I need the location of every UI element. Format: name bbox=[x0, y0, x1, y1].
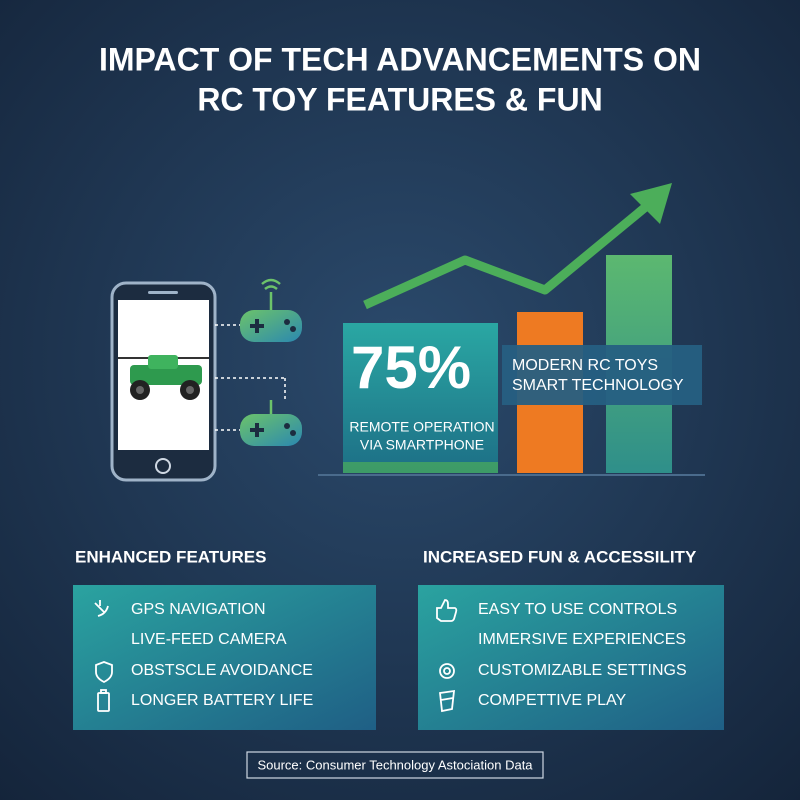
list-item: EASY TO USE CONTROLS bbox=[478, 601, 677, 618]
trend-arrow bbox=[363, 183, 672, 310]
controller-icon bbox=[240, 278, 302, 342]
list-item: GPS NAVIGATION bbox=[131, 601, 266, 618]
icons bbox=[94, 599, 458, 713]
stat-value: 75% bbox=[351, 334, 471, 401]
list-item: OBSTSCLE AVOIDANCE bbox=[131, 662, 313, 679]
title-line: IMPACT OF TECH ADVANCEMENTS ON bbox=[99, 41, 701, 77]
bar-base bbox=[343, 462, 498, 473]
controller-icon bbox=[240, 400, 302, 446]
list-item: LIVE-FEED CAMERA bbox=[131, 631, 287, 648]
title-line: RC TOY FEATURES & FUN bbox=[197, 81, 602, 117]
section-title: ENHANCED FEATURES bbox=[75, 547, 266, 566]
connection-lines bbox=[215, 324, 286, 431]
list-item: IMMERSIVE EXPERIENCES bbox=[478, 631, 686, 648]
list-item: CUSTOMIZABLE SETTINGS bbox=[478, 662, 687, 679]
source-box bbox=[246, 751, 544, 779]
stat-caption: REMOTE OPERATION bbox=[349, 419, 494, 435]
source: Source: Consumer Technology Astociation … bbox=[257, 757, 533, 772]
callout-text: SMART TECHNOLOGY bbox=[512, 377, 684, 394]
list-item: LONGER BATTERY LIFE bbox=[131, 692, 313, 709]
fun-panel bbox=[418, 585, 724, 730]
list-item: COMPETTIVE PLAY bbox=[478, 692, 627, 709]
stat-box bbox=[343, 323, 498, 473]
callout-box bbox=[502, 345, 702, 405]
stat-caption: VIA SMARTPHONE bbox=[360, 437, 484, 453]
section-title: INCREASED FUN & ACCESSILITY bbox=[423, 547, 697, 566]
features-panel bbox=[73, 585, 376, 730]
callout-text: MODERN RC TOYS bbox=[512, 357, 658, 374]
phone-illustration bbox=[110, 281, 217, 482]
